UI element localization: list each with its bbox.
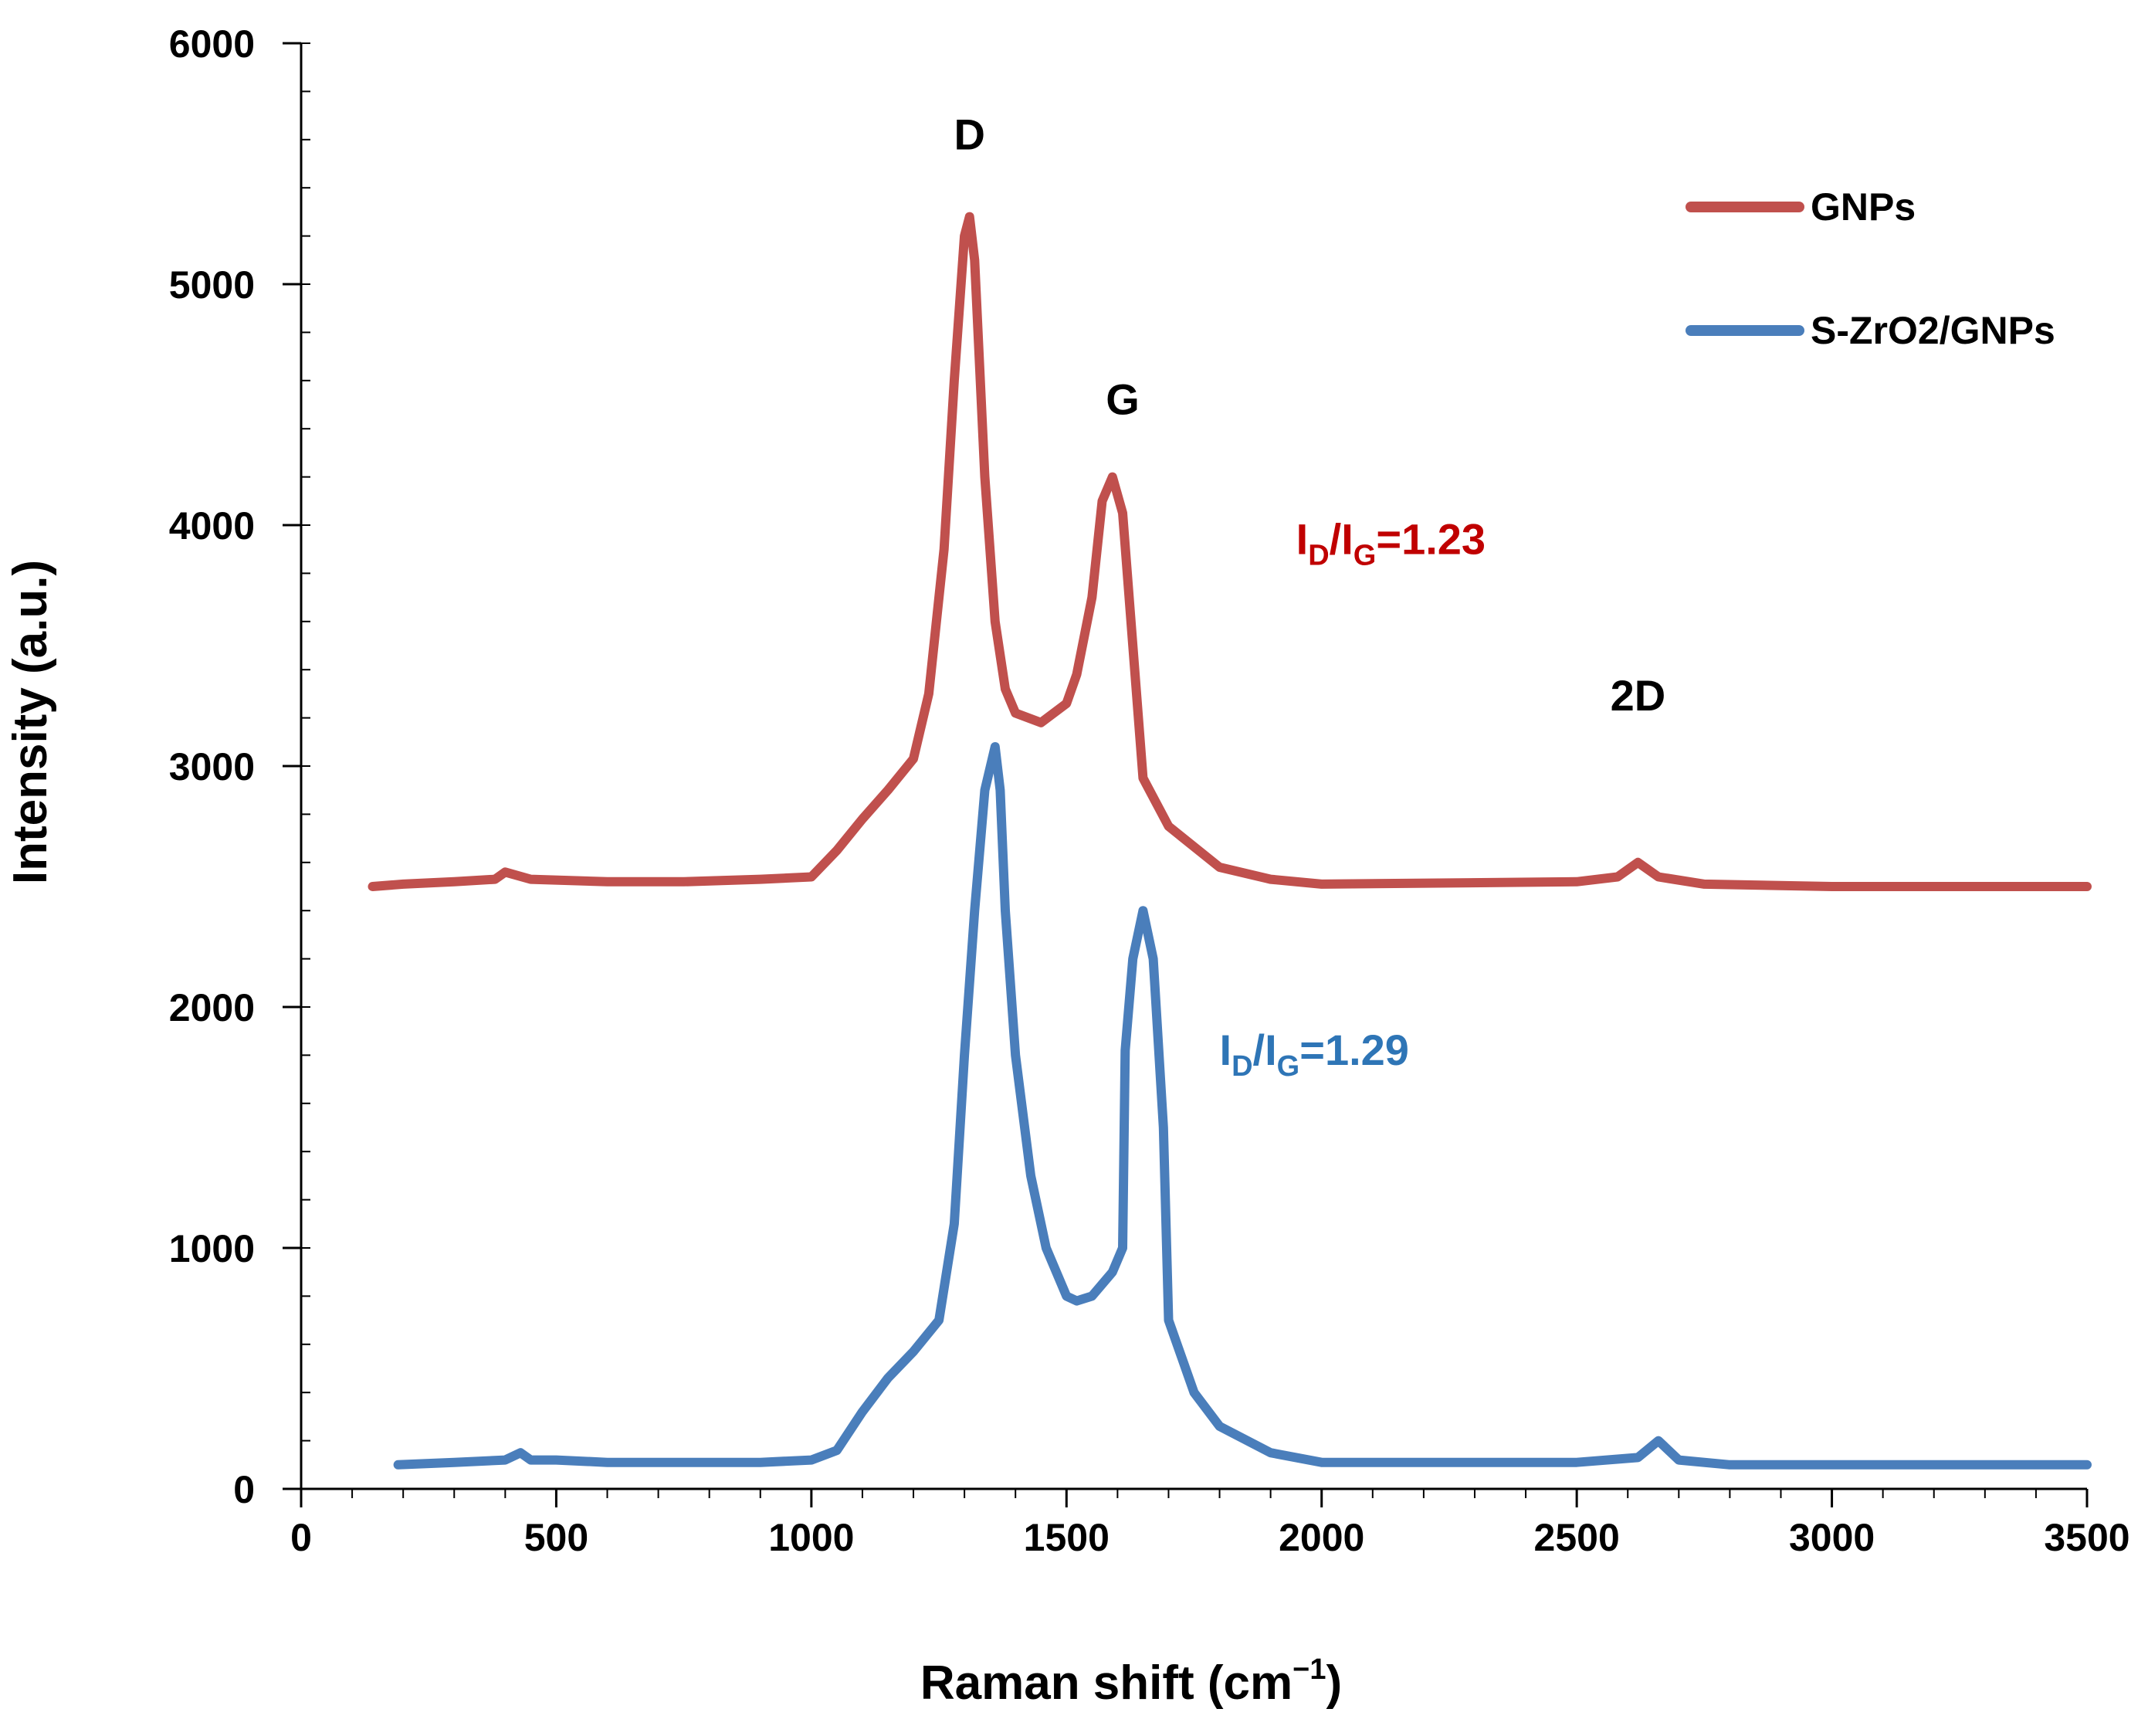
- x-tick-label: 2500: [1534, 1516, 1620, 1559]
- ratio-text: =1.29: [1299, 1026, 1409, 1074]
- x-tick-label: 0: [290, 1516, 312, 1559]
- x-tick-label: 2000: [1279, 1516, 1364, 1559]
- y-axis-title: Intensity (a.u.): [4, 560, 57, 884]
- series-line-gnps: [368, 212, 2092, 891]
- x-axis-title-close: ): [1326, 1656, 1343, 1710]
- x-axis-title-sup: −1: [1293, 1653, 1326, 1686]
- legend: GNPs S-ZrO2/GNPs: [1686, 185, 2055, 352]
- axes: 0 500 1000 1500 2000 2500 3000 3500 0 1000 2000 300…: [169, 22, 2130, 1559]
- ratio-text: /I: [1253, 1026, 1277, 1074]
- peak-label-g: G: [1106, 375, 1140, 423]
- legend-label-s-zro2-gnps: S-ZrO2/GNPs: [1811, 309, 2055, 352]
- peak-label-2d: 2D: [1611, 671, 1666, 720]
- peak-label-d: D: [954, 110, 984, 158]
- ratio-text: I: [1220, 1026, 1232, 1074]
- y-tick-label: 6000: [169, 22, 255, 66]
- series-line-s-zro2-gnps: [393, 742, 2092, 1470]
- y-tick-label: 0: [233, 1468, 255, 1511]
- ratio-subscript: G: [1354, 539, 1377, 571]
- x-tick-label: 500: [524, 1516, 588, 1559]
- x-tick-label: 1000: [768, 1516, 854, 1559]
- x-axis-title: Raman shift (cm−1): [920, 1653, 1342, 1710]
- x-tick-label: 3500: [2044, 1516, 2129, 1559]
- series-layer: [368, 212, 2092, 1470]
- x-tick-label: 3000: [1789, 1516, 1875, 1559]
- legend-label-gnps: GNPs: [1811, 185, 1916, 229]
- y-tick-label: 2000: [169, 986, 255, 1029]
- ratio-text: /I: [1330, 514, 1354, 563]
- ratio-label-s-zro2-gnps: ID/IG=1.29: [1220, 1026, 1409, 1083]
- ratio-subscript: D: [1308, 539, 1329, 571]
- ratio-text: I: [1296, 514, 1309, 563]
- y-tick-label: 3000: [169, 745, 255, 788]
- ratio-subscript: D: [1232, 1050, 1252, 1083]
- ratio-text: =1.23: [1376, 514, 1486, 563]
- x-axis-title-main: Raman shift (cm: [920, 1656, 1293, 1710]
- ratio-label-gnps: ID/IG=1.23: [1296, 514, 1486, 571]
- x-tick-label: 1500: [1024, 1516, 1110, 1559]
- y-tick-label: 4000: [169, 504, 255, 548]
- y-tick-label: 1000: [169, 1227, 255, 1270]
- y-tick-label: 5000: [169, 263, 255, 307]
- ratio-subscript: G: [1277, 1050, 1300, 1083]
